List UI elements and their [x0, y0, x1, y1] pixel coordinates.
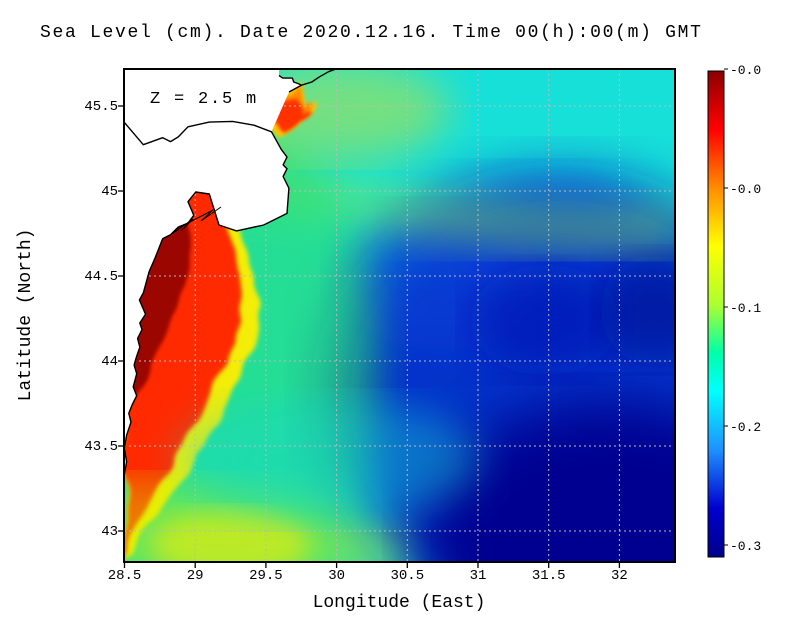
svg-text:Longitude (East): Longitude (East) — [313, 593, 486, 613]
svg-text:Z = 2.5 m: Z = 2.5 m — [150, 90, 258, 109]
svg-text:31.5: 31.5 — [532, 568, 566, 584]
svg-text:29: 29 — [187, 568, 204, 584]
svg-text:30.5: 30.5 — [390, 568, 424, 584]
svg-text:43: 43 — [101, 524, 118, 540]
svg-text:29.5: 29.5 — [249, 568, 283, 584]
svg-text:31: 31 — [470, 568, 487, 584]
svg-text:45: 45 — [101, 184, 118, 200]
svg-text:28.5: 28.5 — [108, 568, 142, 584]
svg-text:30: 30 — [328, 568, 345, 584]
svg-text:32: 32 — [611, 568, 628, 584]
svg-text:44.5: 44.5 — [84, 269, 118, 285]
svg-text:-0.3: -0.3 — [730, 539, 761, 554]
svg-text:-0.2: -0.2 — [730, 420, 761, 435]
svg-text:43.5: 43.5 — [84, 439, 118, 455]
svg-text:Sea Level (cm). Date 2020.12.1: Sea Level (cm). Date 2020.12.16. Time 00… — [40, 23, 703, 43]
svg-text:Latitude (North): Latitude (North) — [16, 229, 36, 402]
svg-text:45.5: 45.5 — [84, 99, 118, 115]
svg-text:-0.0: -0.0 — [730, 63, 761, 78]
svg-text:-0.1: -0.1 — [730, 301, 761, 316]
svg-text:-0.0: -0.0 — [730, 182, 761, 197]
svg-text:44: 44 — [101, 354, 118, 370]
